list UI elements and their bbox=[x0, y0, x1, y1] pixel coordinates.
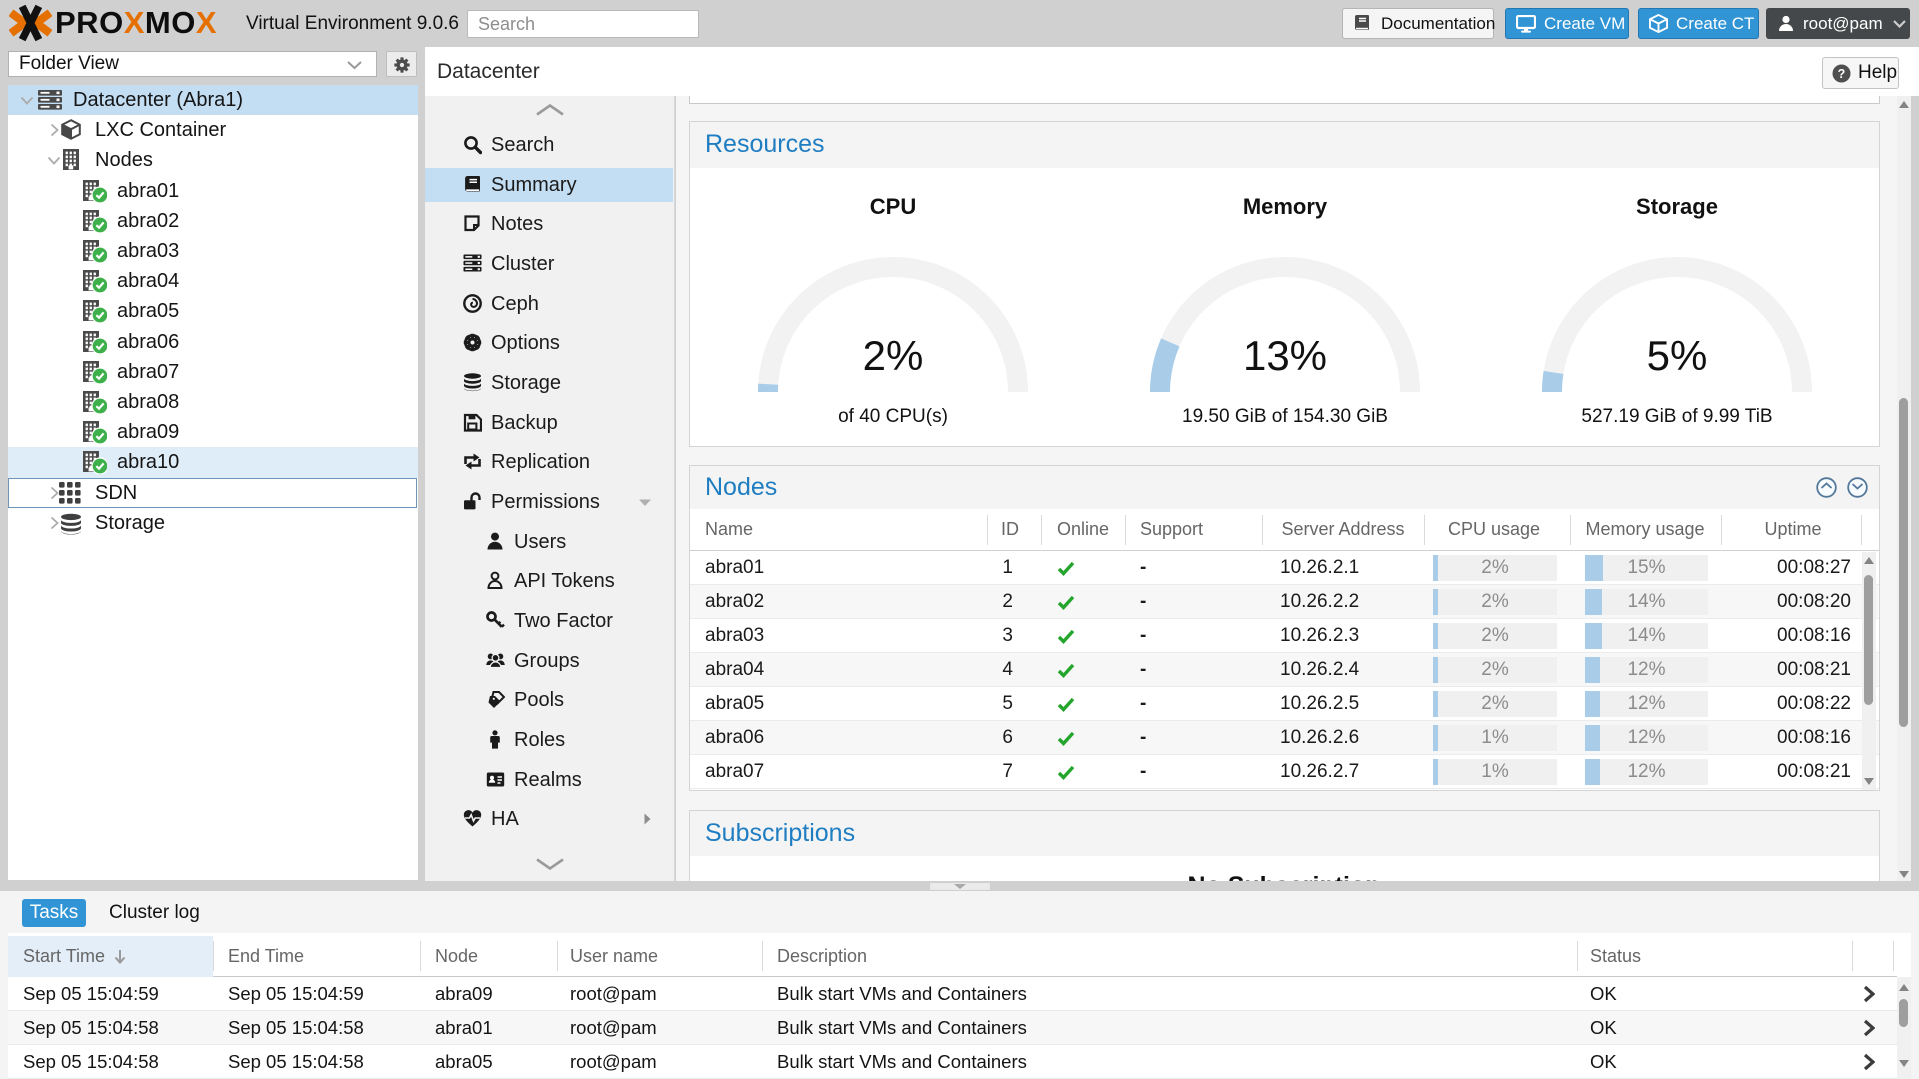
svg-text:?: ? bbox=[1838, 67, 1846, 81]
